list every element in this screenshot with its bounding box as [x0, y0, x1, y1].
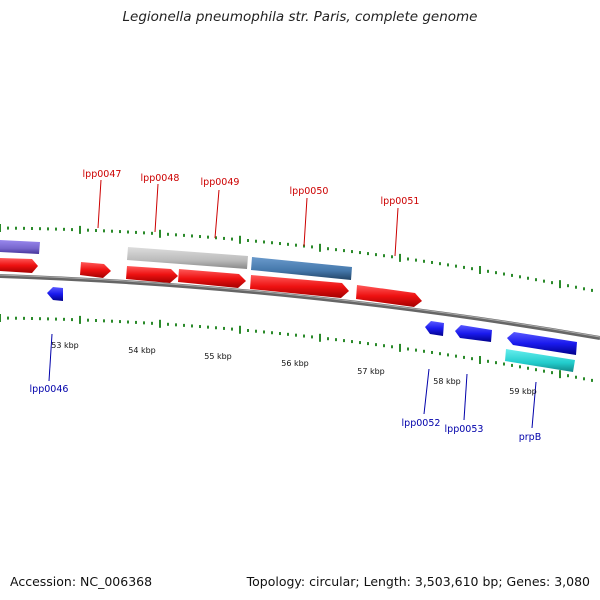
accession-text: Accession: NC_006368	[10, 574, 153, 589]
gene-label-prpB: prpB	[519, 432, 541, 443]
cds-arrow	[356, 285, 422, 307]
tick-label: 53 kbp	[51, 341, 79, 350]
scale-ticks	[0, 224, 593, 382]
genome-summary-text: Topology: circular; Length: 3,503,610 bp…	[246, 574, 590, 589]
reverse-label-leaders	[48, 333, 537, 429]
tick-label: 57 kbp	[357, 367, 385, 376]
gene-arrow	[47, 287, 63, 301]
gene-arrow	[455, 325, 492, 342]
gene-label-lpp0050: lpp0050	[290, 186, 329, 197]
gene-label-lpp0048: lpp0048	[141, 173, 180, 184]
gene-label-lpp0051: lpp0051	[381, 196, 420, 207]
gray-feature	[127, 247, 248, 269]
cds-forward	[0, 258, 422, 307]
cds-arrow	[0, 258, 38, 273]
purple-feature	[0, 240, 40, 254]
genome-backbone-highlight	[0, 274, 600, 338]
tick-label: 54 kbp	[128, 346, 156, 355]
forward-label-leaders	[97, 179, 399, 257]
steelblue-feature	[251, 257, 352, 280]
gene-arrow	[507, 332, 577, 355]
map-title: Legionella pneumophila str. Paris, compl…	[122, 9, 478, 25]
forward-gene-labels: lpp0047 lpp0048 lpp0049 lpp0050 lpp0051	[83, 169, 420, 207]
cds-arrow	[178, 269, 246, 288]
gene-label-lpp0053: lpp0053	[445, 424, 484, 435]
tick-label: 59 kbp	[509, 387, 537, 396]
gene-label-lpp0046: lpp0046	[30, 384, 69, 395]
gene-label-lpp0047: lpp0047	[83, 169, 122, 180]
gene-arrow	[425, 321, 444, 336]
tick-label: 58 kbp	[433, 377, 461, 386]
cds-arrow	[80, 262, 111, 278]
genes-reverse	[47, 287, 577, 355]
reverse-gene-labels: lpp0046 lpp0052 lpp0053 prpB	[30, 384, 542, 443]
cyan-feature	[505, 349, 575, 372]
genome-backbone	[0, 274, 600, 340]
tick-label: 56 kbp	[281, 359, 309, 368]
scale-tick-labels: 53 kbp 54 kbp 55 kbp 56 kbp 57 kbp 58 kb…	[51, 341, 537, 396]
cds-arrow	[126, 266, 178, 283]
gene-label-lpp0049: lpp0049	[201, 177, 240, 188]
tick-label: 55 kbp	[204, 352, 232, 361]
gene-label-lpp0052: lpp0052	[402, 418, 441, 429]
cds-arrow	[250, 275, 349, 298]
